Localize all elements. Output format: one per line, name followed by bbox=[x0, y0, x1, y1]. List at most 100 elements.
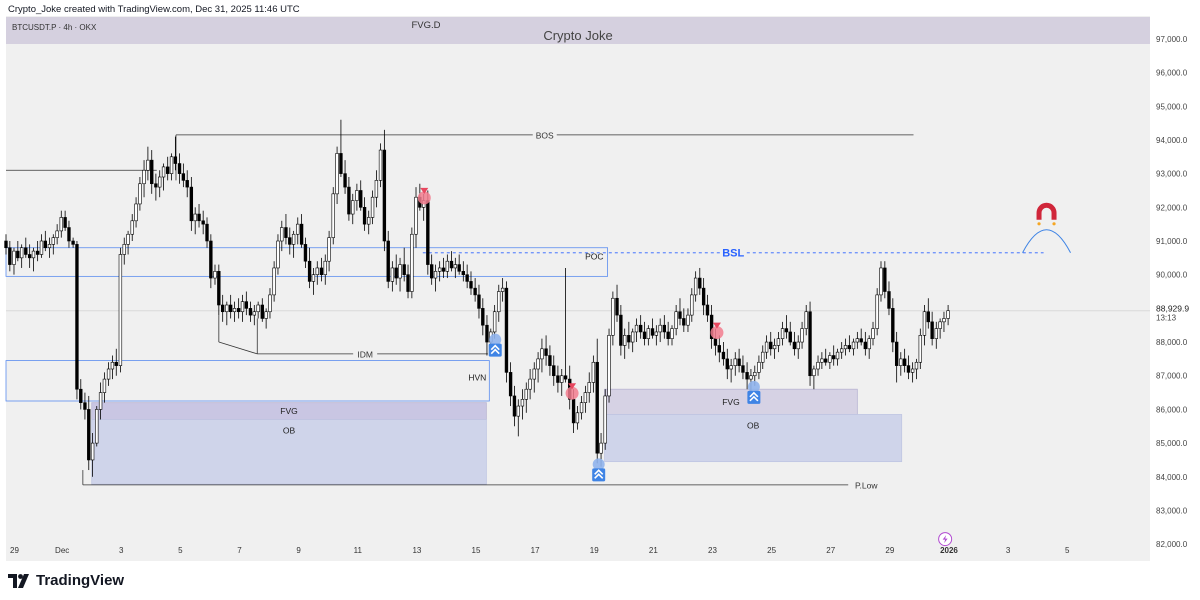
candle bbox=[16, 241, 20, 262]
candle bbox=[922, 305, 927, 346]
candle-body bbox=[918, 335, 922, 363]
candle-body bbox=[189, 186, 194, 222]
candle bbox=[225, 301, 229, 326]
candle-body bbox=[634, 324, 639, 333]
price-tick-label: 84,000.0 bbox=[1156, 473, 1188, 482]
candle-body bbox=[355, 190, 359, 201]
level-bos: BOS bbox=[175, 128, 914, 140]
price-axis[interactable] bbox=[1150, 16, 1200, 561]
candle bbox=[47, 237, 52, 258]
magnet-icon bbox=[1036, 202, 1057, 220]
candle-body bbox=[599, 442, 603, 454]
candle-body bbox=[536, 358, 540, 370]
candle-body bbox=[544, 348, 548, 356]
time-tick-label: 7 bbox=[237, 546, 242, 555]
candle-body bbox=[161, 166, 166, 178]
candle-body bbox=[43, 240, 47, 249]
candle-body bbox=[729, 365, 733, 370]
candle-body bbox=[879, 267, 883, 296]
idm-leg bbox=[218, 341, 258, 355]
candle-body bbox=[95, 409, 99, 444]
candle-body bbox=[134, 203, 138, 222]
candle bbox=[240, 294, 245, 322]
bar-countdown-label: 13:13 bbox=[1156, 314, 1177, 323]
candle-body bbox=[906, 365, 911, 373]
candle bbox=[733, 352, 737, 376]
level-idm: IDM bbox=[257, 347, 488, 359]
candle bbox=[252, 305, 256, 326]
candle bbox=[79, 379, 83, 410]
candle bbox=[307, 247, 312, 289]
candle bbox=[859, 328, 863, 346]
time-tick-label: 3 bbox=[1006, 546, 1011, 555]
candle-body bbox=[914, 361, 919, 370]
markers bbox=[417, 187, 1071, 547]
candle-body bbox=[291, 233, 296, 245]
candle bbox=[701, 278, 706, 316]
price-tick-label: 95,000.0 bbox=[1156, 102, 1188, 111]
candle bbox=[110, 355, 115, 380]
candle-body bbox=[122, 244, 126, 255]
candle bbox=[946, 305, 950, 326]
time-tick-label: 3 bbox=[119, 546, 124, 555]
candle-body bbox=[110, 361, 115, 370]
candle bbox=[650, 318, 655, 339]
candle-body bbox=[780, 328, 785, 339]
time-axis-area bbox=[0, 561, 1200, 600]
zone-box bbox=[604, 388, 858, 415]
candle-body bbox=[824, 358, 828, 363]
candle-body bbox=[946, 310, 950, 319]
price-tick-label: 87,000.0 bbox=[1156, 372, 1188, 381]
candle bbox=[615, 284, 619, 322]
candle bbox=[552, 355, 556, 386]
candle-body bbox=[843, 345, 848, 350]
candle-body bbox=[63, 217, 67, 228]
candle-body bbox=[449, 260, 454, 269]
candle bbox=[709, 305, 714, 349]
candle bbox=[693, 271, 698, 302]
candle-body bbox=[264, 311, 268, 319]
time-tick-label: 29 bbox=[885, 546, 894, 555]
candle-body bbox=[220, 304, 225, 313]
candle-body bbox=[319, 267, 324, 275]
candle-body bbox=[698, 277, 702, 289]
candle-body bbox=[398, 264, 402, 279]
candle-body bbox=[51, 237, 55, 245]
candle bbox=[477, 284, 481, 319]
candle bbox=[469, 271, 473, 295]
candle-body bbox=[855, 338, 860, 343]
candle-body bbox=[39, 240, 44, 255]
tradingview-wordmark: TradingView bbox=[36, 572, 125, 589]
time-tick-label: 5 bbox=[1065, 546, 1070, 555]
candle bbox=[39, 234, 44, 258]
candle bbox=[481, 298, 485, 336]
candle-body bbox=[776, 338, 781, 346]
tradingview-brand[interactable]: TradingView bbox=[8, 572, 124, 589]
candle-body bbox=[556, 375, 560, 383]
double-chevron-up-icon bbox=[490, 344, 500, 355]
candle bbox=[698, 267, 702, 295]
candle bbox=[847, 335, 852, 353]
candle bbox=[256, 301, 260, 319]
candle-body bbox=[260, 304, 264, 319]
candle-body bbox=[674, 311, 678, 329]
candle bbox=[757, 355, 761, 380]
candle bbox=[524, 382, 528, 413]
spark-icon bbox=[1052, 222, 1056, 226]
candle bbox=[780, 321, 785, 346]
candles bbox=[4, 119, 950, 477]
candle bbox=[244, 291, 249, 316]
candle-body bbox=[55, 230, 59, 238]
candle bbox=[87, 395, 91, 471]
candle-body bbox=[745, 372, 749, 380]
zone-ob: OB bbox=[604, 414, 903, 463]
candle bbox=[883, 261, 887, 299]
sell-signal-marker bbox=[565, 383, 579, 400]
candle bbox=[867, 335, 871, 359]
candle-body bbox=[769, 341, 773, 350]
candle bbox=[843, 338, 848, 356]
candle-body bbox=[154, 183, 158, 188]
candle-body bbox=[386, 240, 390, 282]
candle bbox=[808, 301, 812, 386]
